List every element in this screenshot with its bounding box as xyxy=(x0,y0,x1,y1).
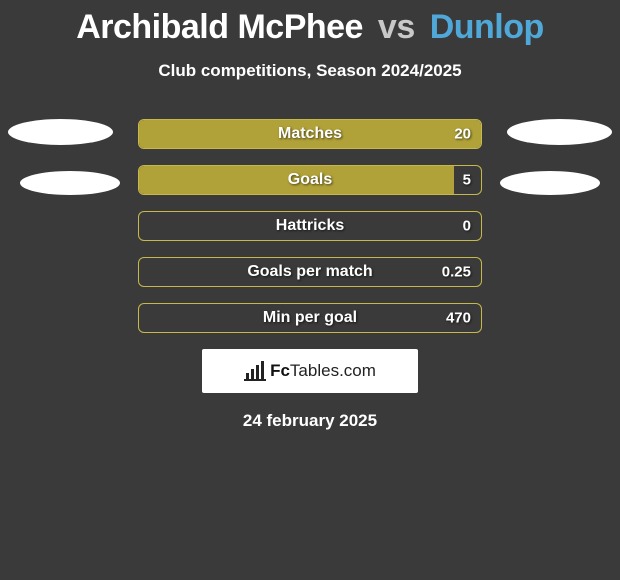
avatar-placeholder-right-top xyxy=(507,119,612,145)
stat-label: Goals per match xyxy=(247,263,372,281)
stat-bars: Matches 20 Goals 5 Hattricks 0 Goals per… xyxy=(138,119,482,333)
stat-label: Goals xyxy=(288,171,332,189)
avatar-placeholder-right-bot xyxy=(500,171,600,195)
logo-text: FcTables.com xyxy=(270,361,376,381)
stats-area: Matches 20 Goals 5 Hattricks 0 Goals per… xyxy=(0,119,620,333)
stat-label: Hattricks xyxy=(276,217,344,235)
comparison-title: Archibald McPhee vs Dunlop xyxy=(0,0,620,47)
player2-name: Dunlop xyxy=(430,8,544,46)
vs-text: vs xyxy=(378,8,415,46)
avatar-placeholder-left-top xyxy=(8,119,113,145)
logo-inner: FcTables.com xyxy=(244,361,376,381)
stat-value: 5 xyxy=(463,172,471,189)
stat-label: Min per goal xyxy=(263,309,357,327)
stat-label: Matches xyxy=(278,125,342,143)
stat-row-min-per-goal: Min per goal 470 xyxy=(138,303,482,333)
barchart-icon xyxy=(244,361,268,381)
logo-prefix: Fc xyxy=(270,361,290,380)
stat-value: 0.25 xyxy=(442,264,471,281)
subtitle: Club competitions, Season 2024/2025 xyxy=(0,61,620,81)
fctables-logo: FcTables.com xyxy=(202,349,418,393)
stat-value: 0 xyxy=(463,218,471,235)
player1-name: Archibald McPhee xyxy=(76,8,363,46)
stat-row-hattricks: Hattricks 0 xyxy=(138,211,482,241)
logo-suffix: Tables.com xyxy=(290,361,376,380)
stat-value: 470 xyxy=(446,310,471,327)
stat-row-matches: Matches 20 xyxy=(138,119,482,149)
stat-row-goals-per-match: Goals per match 0.25 xyxy=(138,257,482,287)
stat-row-goals: Goals 5 xyxy=(138,165,482,195)
avatar-placeholder-left-bot xyxy=(20,171,120,195)
date-label: 24 february 2025 xyxy=(0,411,620,431)
stat-value: 20 xyxy=(454,126,471,143)
